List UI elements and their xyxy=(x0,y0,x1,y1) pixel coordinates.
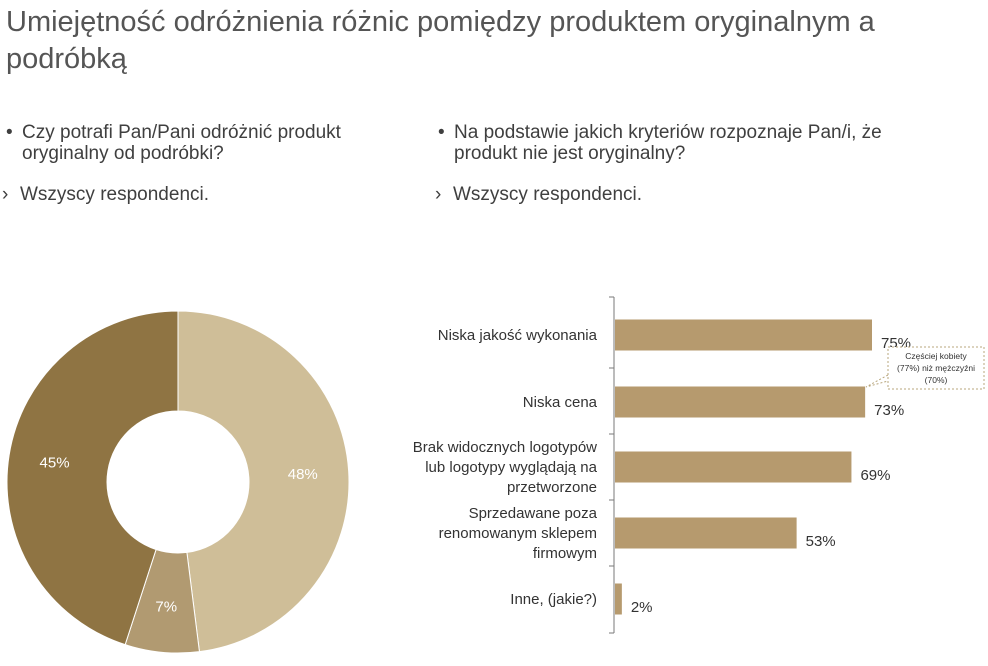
bar xyxy=(615,319,872,351)
callout-frame xyxy=(887,346,985,390)
category-label: Inne, (jakie?) xyxy=(510,591,597,608)
bar-data-label: 69% xyxy=(860,467,890,484)
left-respondents: › Wszyscy respondenci. xyxy=(2,184,210,206)
chevron-right-icon: › xyxy=(2,184,9,205)
bar-data-label: 2% xyxy=(631,599,653,616)
category-label: przetworzone xyxy=(507,479,597,496)
donut-slice-label: 48% xyxy=(288,466,318,483)
right-question: • Na podstawie jakich kryteriów rozpozna… xyxy=(438,122,914,164)
chevron-right-icon: › xyxy=(435,184,442,205)
category-label: Niska jakość wykonania xyxy=(438,327,598,344)
category-label: firmowym xyxy=(533,545,597,562)
bar-data-label: 53% xyxy=(806,533,836,550)
bar xyxy=(615,451,852,483)
callout-text: (70%) xyxy=(925,375,948,385)
donut-slice-label: 45% xyxy=(40,454,70,471)
donut-slice-label: 7% xyxy=(155,598,177,615)
callout-pointer xyxy=(865,374,889,388)
left-question-text: Czy potrafi Pan/Pani odróżnić produkt or… xyxy=(22,122,341,164)
donut-slice xyxy=(6,310,179,646)
bar xyxy=(615,386,866,418)
left-respondents-text: Wszyscy respondenci. xyxy=(20,184,210,205)
callout-box: Częściej kobiety (77%) niż mężczyźni (70%) xyxy=(865,346,985,390)
bar xyxy=(615,517,797,549)
category-label: Niska cena xyxy=(523,394,598,411)
bullet-icon: • xyxy=(438,122,445,143)
bar-data-label: 73% xyxy=(874,402,904,419)
category-label: Brak widocznych logotypów xyxy=(413,439,597,456)
bullet-icon: • xyxy=(6,122,13,143)
bar xyxy=(615,583,622,615)
callout-text: (77%) niż mężczyźni xyxy=(897,363,975,373)
left-question: • Czy potrafi Pan/Pani odróżnić produkt … xyxy=(6,122,402,164)
page-title: Umiejętność odróżnienia różnic pomiędzy … xyxy=(6,6,875,75)
right-respondents-text: Wszyscy respondenci. xyxy=(453,184,643,205)
donut-chart: 48% 7% 45% xyxy=(6,310,350,654)
category-label: renomowanym sklepem xyxy=(439,525,597,542)
category-label: Sprzedawane poza xyxy=(469,505,598,522)
category-label: lub logotypy wyglądają na xyxy=(425,459,597,476)
right-question-text: Na podstawie jakich kryteriów rozpoznaje… xyxy=(454,122,882,164)
callout-text: Częściej kobiety xyxy=(905,351,967,361)
donut-slice xyxy=(177,310,350,653)
right-respondents: › Wszyscy respondenci. xyxy=(435,184,643,206)
